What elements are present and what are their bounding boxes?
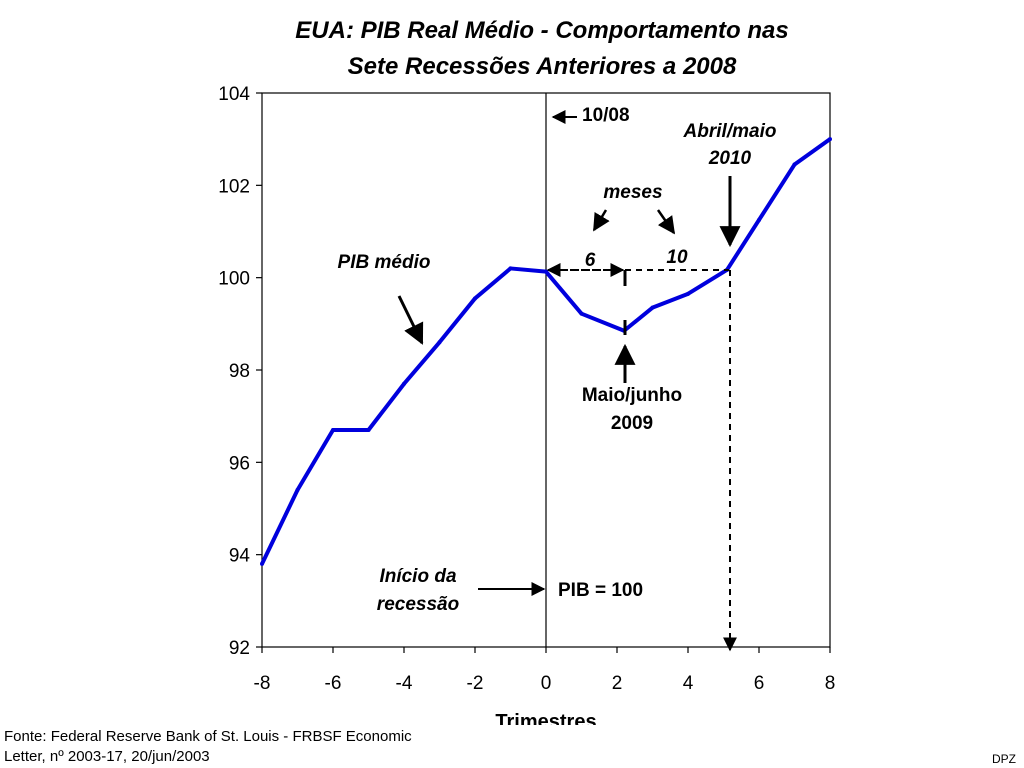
y-tick-label: 96 [229,453,250,474]
y-tick-label: 94 [229,546,251,567]
data-point [579,311,584,316]
series-label: PIB médio [338,252,431,273]
data-point [757,217,761,222]
x-tick-label: 2 [612,673,623,694]
trough-label-line-1: Maio/junho [582,385,682,406]
x-axis-ticks: -8 -6 -4 -2 0 2 4 6 8 [254,647,836,694]
y-tick-label: 102 [218,176,250,197]
y-tick-label: 104 [218,84,250,105]
data-point [544,269,548,274]
data-point [295,488,300,493]
data-point [437,340,442,345]
months-arrow-left [592,209,610,232]
y-tick-label: 100 [218,269,250,290]
chart-title-line-1: EUA: PIB Real Médio - Comportamento nas [295,17,788,44]
data-point [331,428,335,433]
source-note: Fonte: Federal Reserve Bank of St. Louis… [4,727,412,767]
data-point [650,305,655,310]
recovery-label-line-1: Abril/maio [683,121,777,142]
months-arrow-right [656,209,676,235]
months-to-trough-label: 6 [585,250,596,271]
months-label: meses [603,182,662,203]
annotations: 10/08 PIB médio meses 6 10 Abril/maio 20… [338,105,777,652]
current-date-label: 10/08 [582,105,630,126]
data-point [473,296,477,301]
series-points [260,137,832,566]
data-point [686,291,690,296]
x-tick-label: -6 [325,673,342,694]
x-tick-label: 0 [541,673,552,694]
author-mark: DPZ [992,752,1016,766]
series-label-arrow [397,295,424,345]
months-to-recovery-label: 10 [666,247,688,268]
source-line-2: Letter, nº 2003-17, 20/jun/2003 [4,748,210,765]
x-tick-label: -2 [467,673,484,694]
trough-label-line-2: 2009 [611,413,653,434]
start-value-label: PIB = 100 [558,580,643,601]
line-chart: EUA: PIB Real Médio - Comportamento nas … [218,17,836,725]
data-point [828,137,832,142]
x-tick-label: 8 [825,673,836,694]
x-tick-label: 4 [683,673,694,694]
data-point [508,266,513,271]
recession-start-label-line-2: recessão [377,594,459,615]
recession-start-label-line-1: Início da [379,566,457,587]
chart-title-line-2: Sete Recessões Anteriores a 2008 [348,53,737,80]
y-tick-label: 92 [229,638,250,659]
y-axis-ticks: 92 94 96 98 100 102 104 [218,84,262,659]
data-point [792,162,797,167]
data-point [402,381,406,386]
data-point [366,428,371,433]
x-tick-label: -4 [396,673,413,694]
x-axis-label: Trimestres [495,711,596,725]
data-point [260,561,264,566]
y-tick-label: 98 [229,361,250,382]
recovery-label-line-2: 2010 [708,148,752,169]
x-tick-label: -8 [254,673,271,694]
source-line-1: Fonte: Federal Reserve Bank of St. Louis… [4,728,412,745]
x-tick-label: 6 [754,673,765,694]
